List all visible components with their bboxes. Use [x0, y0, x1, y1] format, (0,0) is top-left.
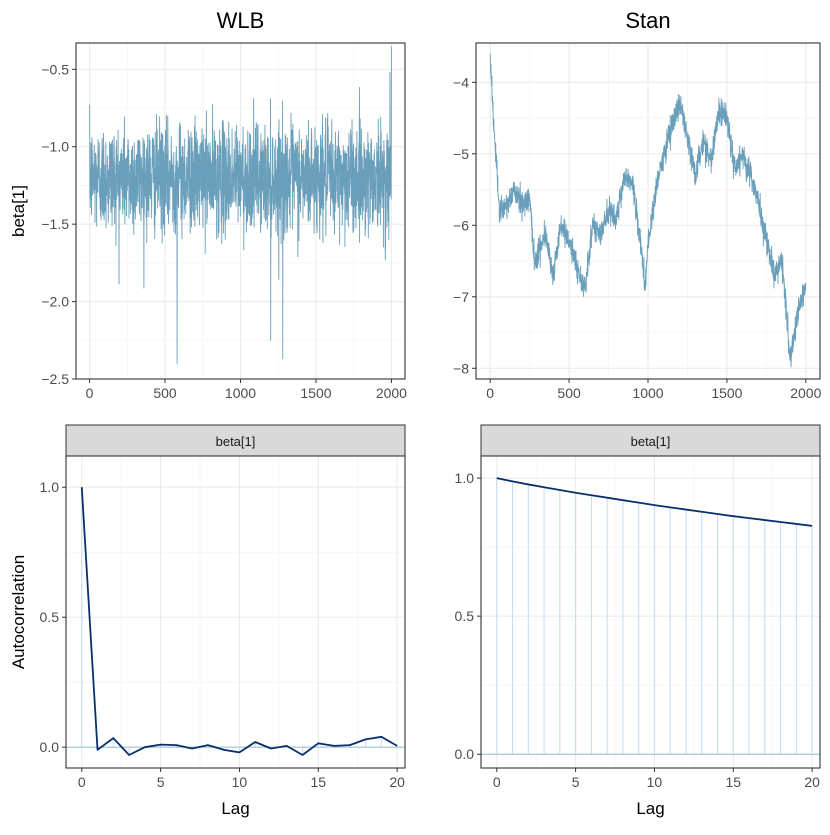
x-tick-label: 1500	[711, 385, 742, 401]
x-tick-label: 1500	[300, 385, 331, 401]
y-tick-label: 0.5	[40, 609, 60, 625]
y-tick-label: −8	[453, 360, 469, 376]
y-tick-label: 0.5	[455, 608, 475, 624]
panel-acf-wlb: beta[1] 0 5 10 15 20 0.0 0.5 1.0 Autocorrelation L…	[9, 424, 406, 818]
y-tick-label: −2.0	[41, 294, 69, 310]
y-axis-title: Autocorrelation	[9, 555, 28, 669]
y-tick-label: −1.5	[41, 216, 69, 232]
x-tick-label: 2000	[790, 385, 821, 401]
panel-acf-stan: beta[1] 0 5 10 15 20 0.0 0.5 1.0 Lag	[455, 424, 821, 818]
series-line	[489, 53, 807, 368]
strip-background	[480, 424, 821, 457]
x-tick-label: 2000	[376, 385, 407, 401]
panel-trace-stan: 0 500 1000 1500 2000 −8 −7 −6 −5 −4 Stan	[453, 8, 822, 401]
y-tick-label: 1.0	[40, 479, 60, 495]
y-tick-label: 1.0	[455, 470, 475, 486]
panel-background	[481, 456, 820, 768]
panel-title: WLB	[217, 8, 265, 33]
y-tick-label: −4	[453, 74, 469, 90]
x-tick-label: 20	[804, 774, 820, 790]
y-tick-label: 0.0	[40, 739, 60, 755]
y-tick-label: −6	[453, 217, 469, 233]
panel-title: Stan	[625, 8, 670, 33]
y-tick-label: −2.5	[41, 371, 69, 387]
panel-border	[65, 455, 406, 769]
x-tick-label: 0	[493, 774, 501, 790]
x-tick-label: 10	[647, 774, 663, 790]
panel-background	[66, 456, 405, 768]
y-axis-title: beta[1]	[9, 185, 28, 237]
x-tick-label: 0	[86, 385, 94, 401]
x-tick-label: 5	[572, 774, 580, 790]
strip-label: beta[1]	[631, 434, 671, 449]
y-tick-label: 0.0	[455, 746, 475, 762]
x-tick-label: 20	[389, 774, 405, 790]
strip-label: beta[1]	[216, 434, 256, 449]
panel-trace-wlb: 0 500 1000 1500 2000 −2.5 −2.0 −1.5 −1.0 −0.5 WLB b…	[9, 8, 407, 401]
panel-border	[480, 455, 821, 769]
x-tick-label: 1000	[225, 385, 256, 401]
x-tick-label: 500	[153, 385, 177, 401]
x-tick-label: 15	[725, 774, 741, 790]
x-tick-label: 5	[157, 774, 165, 790]
series-line	[496, 477, 813, 527]
strip-background	[65, 424, 406, 457]
series-line	[89, 46, 392, 364]
x-tick-label: 15	[310, 774, 326, 790]
x-tick-label: 0	[78, 774, 86, 790]
series-line	[80, 487, 398, 756]
y-tick-label: −1.0	[41, 139, 69, 155]
x-tick-label: 500	[557, 385, 581, 401]
x-axis-title: Lag	[221, 799, 249, 818]
y-tick-label: −7	[453, 289, 469, 305]
y-tick-label: −0.5	[41, 61, 69, 77]
x-axis-title: Lag	[636, 799, 664, 818]
y-tick-label: −5	[453, 146, 469, 162]
x-tick-label: 1000	[632, 385, 663, 401]
x-tick-label: 10	[232, 774, 248, 790]
x-tick-label: 0	[486, 385, 494, 401]
